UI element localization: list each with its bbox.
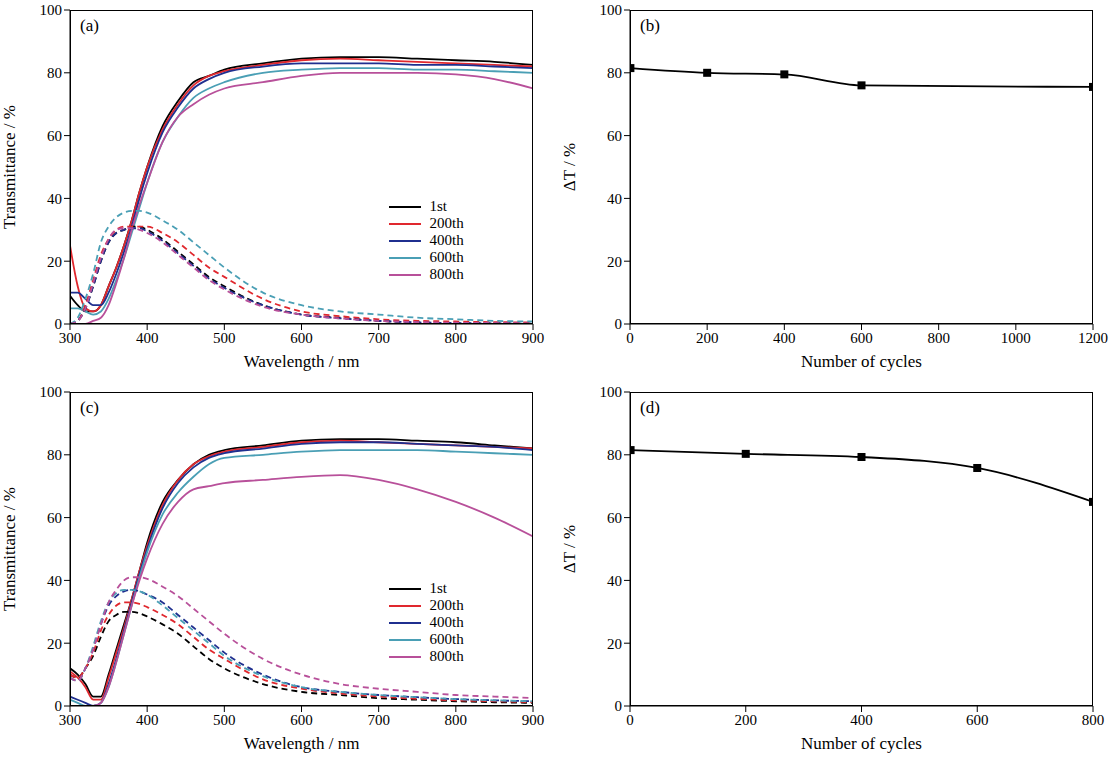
svg-text:40: 40 [607,573,622,589]
svg-text:100: 100 [600,2,623,18]
svg-text:0: 0 [55,316,63,332]
html-text:(a): (a) [80,16,99,35]
svg-text:100: 100 [600,384,623,400]
html-text:600th: 600th [429,631,464,648]
html-text:200th: 200th [429,597,464,614]
html-text:(c): (c) [80,398,99,417]
svg-text:200: 200 [696,330,719,346]
svg-text:600: 600 [290,330,313,346]
svg-text:900: 900 [522,712,545,728]
svg-text:40: 40 [47,191,62,207]
svg-text:20: 20 [47,636,62,652]
svg-text:80: 80 [607,65,622,81]
svg-text:600: 600 [966,712,989,728]
svg-text:60: 60 [607,128,622,144]
svg-text:60: 60 [47,510,62,526]
svg-text:200: 200 [735,712,758,728]
html-text:(d): (d) [640,398,660,417]
svg-text:1200: 1200 [1078,330,1108,346]
svg-text:Wavelength / nm: Wavelength / nm [244,734,360,753]
svg-text:700: 700 [367,712,390,728]
svg-text:500: 500 [213,712,236,728]
svg-text:1000: 1000 [1001,330,1031,346]
svg-text:ΔT / %: ΔT / % [560,143,579,191]
svg-text:Number of cycles: Number of cycles [801,734,922,753]
svg-text:300: 300 [59,330,82,346]
svg-text:700: 700 [367,330,390,346]
svg-text:0: 0 [615,316,623,332]
svg-text:900: 900 [522,330,545,346]
svg-text:80: 80 [607,447,622,463]
svg-text:20: 20 [607,254,622,270]
svg-text:600: 600 [850,330,873,346]
svg-text:ΔT / %: ΔT / % [560,525,579,573]
svg-text:Wavelength / nm: Wavelength / nm [244,352,360,371]
svg-text:800: 800 [1082,712,1105,728]
html-text:600th: 600th [429,249,464,266]
svg-text:0: 0 [626,330,634,346]
svg-text:800: 800 [445,712,468,728]
svg-text:40: 40 [47,573,62,589]
html-text:400th: 400th [429,614,464,631]
svg-text:40: 40 [607,191,622,207]
html-text:1st: 1st [429,580,447,597]
svg-text:0: 0 [55,698,63,714]
svg-text:400: 400 [850,712,873,728]
svg-text:Transmittance / %: Transmittance / % [0,105,19,229]
svg-text:300: 300 [59,712,82,728]
svg-text:800: 800 [927,330,950,346]
html-text:(b): (b) [640,16,660,35]
html-text:400th: 400th [429,232,464,249]
svg-text:20: 20 [607,636,622,652]
svg-text:400: 400 [136,330,159,346]
svg-text:400: 400 [136,712,159,728]
svg-text:80: 80 [47,447,62,463]
svg-text:500: 500 [213,330,236,346]
svg-text:0: 0 [615,698,623,714]
html-text:800th: 800th [429,648,464,665]
svg-text:Number of cycles: Number of cycles [801,352,922,371]
svg-text:60: 60 [607,510,622,526]
html-text:200th: 200th [429,215,464,232]
svg-text:800: 800 [445,330,468,346]
svg-text:600: 600 [290,712,313,728]
svg-text:Transmittance / %: Transmittance / % [0,487,19,611]
svg-text:60: 60 [47,128,62,144]
svg-text:80: 80 [47,65,62,81]
html-text:1st: 1st [429,198,447,215]
svg-text:100: 100 [40,384,63,400]
svg-text:400: 400 [773,330,796,346]
html-text:800th: 800th [429,266,464,283]
svg-text:100: 100 [40,2,63,18]
svg-text:20: 20 [47,254,62,270]
svg-text:0: 0 [626,712,634,728]
